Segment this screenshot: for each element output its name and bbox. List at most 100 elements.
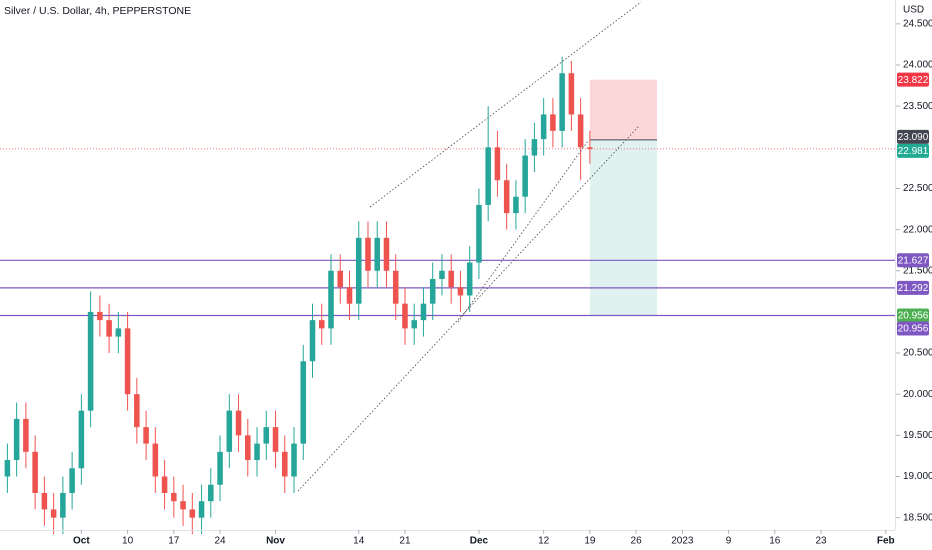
candle-body bbox=[540, 114, 547, 140]
x-tick-label: 2023 bbox=[671, 536, 694, 547]
candle-body bbox=[476, 204, 482, 263]
candle-body bbox=[152, 443, 159, 477]
y-tick-label: 24.000 bbox=[903, 60, 932, 71]
candle-body bbox=[115, 328, 122, 337]
candle-body bbox=[281, 451, 288, 477]
x-tick-label: 24 bbox=[214, 536, 226, 547]
trend-line bbox=[297, 125, 640, 492]
level-label-box bbox=[897, 280, 929, 295]
candle-body bbox=[23, 418, 29, 452]
candle-body bbox=[60, 492, 66, 518]
x-tick-label: 21 bbox=[399, 536, 411, 547]
candle-body bbox=[235, 410, 242, 436]
candle-body bbox=[577, 114, 584, 148]
candle-body bbox=[522, 155, 528, 197]
candle-body bbox=[503, 180, 510, 214]
candle-body bbox=[226, 410, 233, 452]
x-tick-label: 23 bbox=[815, 536, 827, 547]
trend-line bbox=[369, 1, 642, 208]
y-tick-label: 20.000 bbox=[903, 389, 932, 400]
level-label: 21.627 bbox=[898, 255, 929, 266]
candle-body bbox=[208, 484, 214, 502]
candle-body bbox=[180, 501, 186, 510]
candle-body bbox=[568, 73, 575, 115]
y-tick-label: 21.500 bbox=[903, 265, 932, 276]
x-tick-label: 12 bbox=[538, 536, 550, 547]
plot-area bbox=[0, 56, 895, 535]
candle-body bbox=[318, 320, 325, 329]
x-tick-label: 19 bbox=[584, 536, 596, 547]
candle-body bbox=[365, 237, 371, 271]
y-tick-label: 23.500 bbox=[903, 101, 932, 112]
y-tick-label: 22.500 bbox=[903, 183, 932, 194]
candle-body bbox=[50, 509, 57, 518]
stop-zone bbox=[589, 79, 657, 140]
x-tick-label: 16 bbox=[769, 536, 781, 547]
candle-body bbox=[559, 73, 565, 131]
candle-body bbox=[309, 320, 316, 362]
candle-body bbox=[69, 468, 75, 493]
candle-body bbox=[513, 196, 519, 214]
candle-body bbox=[411, 320, 417, 329]
x-tick-label: 10 bbox=[122, 536, 134, 547]
candle-body bbox=[346, 287, 353, 304]
level-label-box bbox=[897, 321, 929, 336]
chart-title: Silver / U.S. Dollar, 4h, PEPPERSTONE bbox=[4, 5, 191, 17]
last-price-label: 22.981 bbox=[898, 146, 929, 157]
stop-label-box bbox=[897, 72, 929, 87]
x-tick-label: 26 bbox=[631, 536, 643, 547]
candle-body bbox=[439, 270, 445, 279]
candle-body bbox=[106, 320, 112, 337]
target-zone bbox=[589, 139, 657, 316]
candle-body bbox=[300, 361, 307, 444]
candle-body bbox=[171, 492, 177, 502]
candle-body bbox=[448, 270, 454, 288]
candle-body bbox=[494, 147, 501, 181]
x-tick-label: Feb bbox=[877, 536, 895, 547]
x-tick-label: 17 bbox=[168, 536, 180, 547]
target-label-box bbox=[897, 308, 929, 323]
x-tick-label: Oct bbox=[73, 536, 90, 547]
candle-body bbox=[263, 427, 270, 444]
candle-body bbox=[531, 139, 538, 156]
candle-body bbox=[254, 443, 260, 461]
y-tick-label: 18.500 bbox=[903, 512, 932, 523]
candle-body bbox=[402, 303, 408, 329]
candle-body bbox=[13, 418, 20, 461]
candle-body bbox=[550, 114, 556, 131]
candle-body bbox=[337, 270, 344, 288]
candle-body bbox=[41, 492, 48, 510]
candle-body bbox=[134, 394, 140, 428]
x-tick-label: 14 bbox=[353, 536, 365, 547]
candle-body bbox=[161, 476, 168, 493]
entry-label: 23.090 bbox=[898, 132, 929, 143]
candle-body bbox=[143, 427, 149, 444]
stop-label: 23.822 bbox=[898, 75, 929, 86]
axis-area: 24.500 24.000 23.500 22.500 22.000 21.500 20.5… bbox=[73, 19, 932, 547]
y-tick-label: 19.000 bbox=[903, 471, 932, 482]
y-axis-title: USD bbox=[903, 5, 924, 16]
candle-body bbox=[124, 328, 131, 395]
candle-body bbox=[587, 147, 593, 149]
candle-body bbox=[245, 435, 251, 461]
x-tick-label: 9 bbox=[726, 536, 732, 547]
candle-body bbox=[420, 303, 427, 321]
target-label: 20.956 bbox=[898, 311, 929, 322]
trend-line bbox=[457, 140, 589, 323]
candle-body bbox=[383, 237, 390, 271]
last-price-label-box bbox=[897, 143, 929, 158]
candle-body bbox=[78, 410, 85, 469]
candle-body bbox=[466, 262, 473, 296]
candle-body bbox=[189, 509, 196, 518]
candle-body bbox=[32, 451, 38, 493]
candle-body bbox=[457, 287, 464, 296]
entry-label-box bbox=[897, 129, 929, 144]
candle-body bbox=[87, 311, 94, 411]
y-tick-label: 22.000 bbox=[903, 224, 932, 235]
y-tick-label: 19.500 bbox=[903, 430, 932, 441]
level-label: 20.956 bbox=[898, 324, 929, 335]
x-tick-label: Nov bbox=[266, 536, 285, 547]
candle-body bbox=[429, 278, 436, 304]
